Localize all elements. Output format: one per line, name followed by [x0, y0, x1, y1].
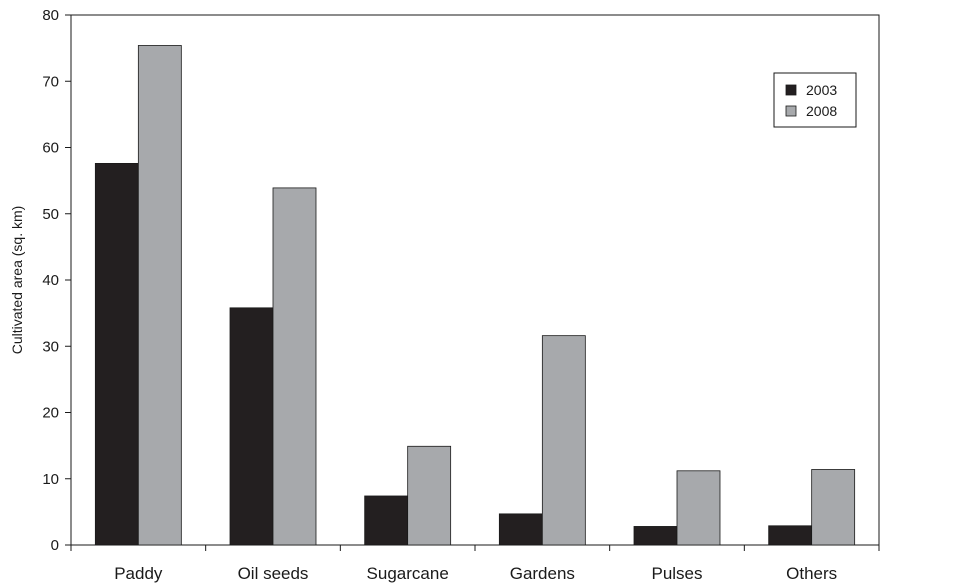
- bar-2008-sugarcane: [407, 445, 452, 546]
- bar-2008-paddy: [137, 45, 182, 546]
- y-axis-title: Cultivated area (sq. km): [9, 206, 25, 355]
- bar-2003-sugarcane: [364, 495, 409, 546]
- y-tick-label: 70: [42, 73, 59, 90]
- x-category-label: Paddy: [114, 564, 163, 583]
- legend-label-2003: 2003: [806, 82, 837, 98]
- bar-2003-gardens: [498, 513, 543, 546]
- x-category-label: Pulses: [651, 564, 702, 583]
- x-category-label: Gardens: [510, 564, 575, 583]
- legend-swatch-2003: [785, 84, 797, 96]
- bar-2003-oil-seeds: [229, 307, 274, 546]
- y-tick-label: 20: [42, 405, 59, 422]
- bar-2003-paddy: [94, 162, 139, 546]
- legend-swatch-2008: [785, 105, 797, 117]
- y-axis: 0 10 20 30 40 50 60 70 80: [42, 7, 71, 554]
- bars-group: [94, 45, 856, 546]
- plot-area: [70, 14, 880, 546]
- bar-2008-oil-seeds: [272, 187, 317, 546]
- legend-box: [773, 72, 857, 128]
- bar-2008-gardens: [541, 335, 586, 546]
- x-category-label: Sugarcane: [367, 564, 449, 583]
- y-tick-label: 50: [42, 206, 59, 223]
- x-category-label: Others: [786, 564, 837, 583]
- legend-label-2008: 2008: [806, 103, 837, 119]
- x-category-label: Oil seeds: [238, 564, 309, 583]
- bar-2003-pulses: [633, 526, 678, 546]
- bar-2008-others: [811, 469, 856, 546]
- y-tick-label: 10: [42, 471, 59, 488]
- y-tick-label: 60: [42, 140, 59, 157]
- y-tick-label: 0: [51, 537, 59, 554]
- bar-2008-pulses: [676, 470, 721, 546]
- y-tick-label: 40: [42, 272, 59, 289]
- y-tick-label: 30: [42, 338, 59, 355]
- x-axis: Paddy Oil seeds Sugarcane Gardens Pulses Othe…: [70, 545, 880, 583]
- bar-2003-others: [768, 525, 813, 546]
- y-tick-label: 80: [42, 7, 59, 24]
- legend: 2003 2008: [773, 72, 857, 128]
